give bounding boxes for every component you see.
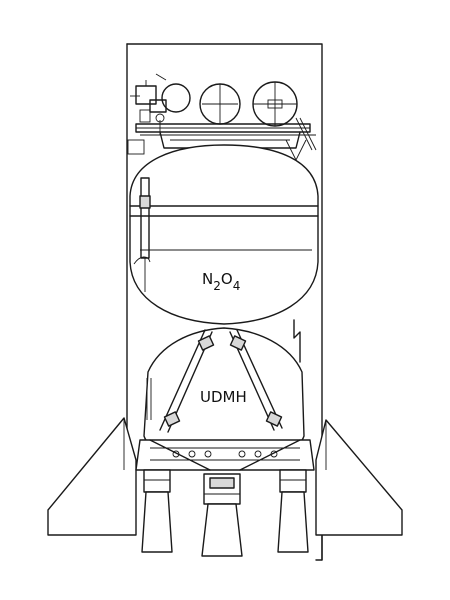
left-engine xyxy=(141,469,173,553)
thrust-frame xyxy=(135,439,315,471)
valve-cluster xyxy=(130,73,167,135)
support-struts xyxy=(146,329,283,433)
upper-tank-n2o4 xyxy=(129,144,319,325)
right-fin xyxy=(315,419,403,536)
upper-tank-label: N2O4 xyxy=(202,270,240,293)
right-engine xyxy=(277,469,309,553)
center-engine xyxy=(201,473,243,557)
pressurant-spheres xyxy=(161,81,298,127)
oxidizer-feed-line xyxy=(139,177,151,292)
side-probe xyxy=(293,319,301,363)
left-fin xyxy=(47,417,137,536)
lower-tank-label: UDMH xyxy=(200,388,247,406)
